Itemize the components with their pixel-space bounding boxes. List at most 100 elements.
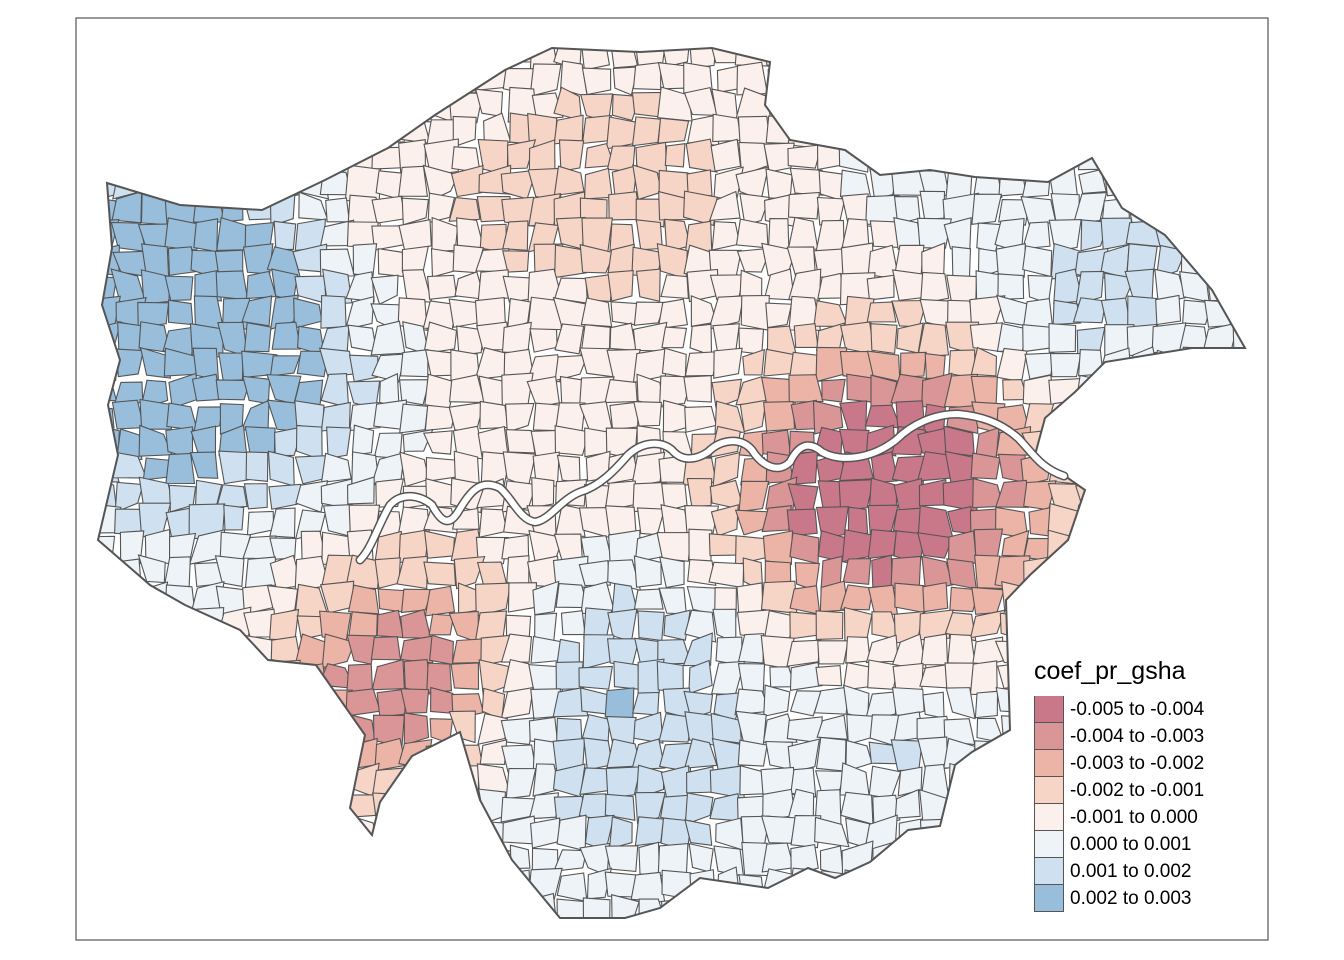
map-region (687, 559, 717, 587)
map-region (944, 611, 977, 642)
map-region (657, 62, 687, 90)
map-region (817, 640, 849, 665)
map-region (168, 532, 197, 560)
map-region (376, 688, 406, 718)
map-region (553, 114, 584, 145)
map-region (215, 484, 248, 510)
map-region (1049, 353, 1082, 378)
map-region (633, 711, 664, 744)
legend-label: 0.001 to 0.002 (1070, 860, 1192, 882)
map-region (947, 633, 977, 668)
legend-item: 0.000 to 0.001 (1034, 831, 1294, 858)
map-region (245, 451, 269, 482)
map-region (349, 402, 381, 432)
map-region (739, 192, 770, 226)
map-region (604, 378, 638, 404)
legend-swatch (1034, 831, 1064, 858)
map-region (684, 609, 717, 643)
map-region (137, 301, 170, 329)
map-region (866, 274, 895, 301)
map-region (1024, 352, 1055, 380)
map-region (505, 767, 537, 800)
map-region (793, 322, 819, 348)
map-region (661, 326, 688, 349)
map-region (763, 401, 796, 432)
map-region (712, 451, 741, 488)
map-region (611, 893, 640, 918)
map-region (891, 687, 925, 720)
map-region (787, 191, 820, 220)
map-region (274, 426, 304, 457)
map-region (243, 322, 272, 353)
map-region (555, 504, 586, 538)
map-region (870, 451, 899, 484)
map-region (631, 116, 662, 147)
map-region (352, 243, 378, 278)
map-region (558, 139, 585, 172)
map-region (761, 429, 792, 458)
map-region (786, 639, 822, 667)
map-region (635, 764, 665, 800)
map-region (920, 633, 949, 666)
map-region (399, 379, 431, 406)
map-region (605, 766, 642, 799)
map-region (1072, 297, 1107, 324)
map-region (738, 480, 770, 513)
map-region (917, 217, 952, 249)
map-region (684, 819, 713, 846)
map-region (922, 581, 949, 613)
map-region (970, 452, 1001, 480)
legend-swatch (1034, 696, 1064, 723)
map-region (423, 561, 457, 587)
map-region (922, 691, 945, 719)
map-region (426, 274, 458, 300)
map-region (164, 217, 198, 251)
map-region (294, 400, 325, 430)
map-region (900, 351, 927, 378)
map-region (683, 690, 714, 720)
map-region (400, 635, 434, 664)
map-region (556, 717, 583, 742)
map-region (765, 302, 793, 329)
map-region (788, 374, 824, 403)
map-region (894, 582, 926, 614)
map-region (710, 504, 739, 537)
map-region (788, 450, 819, 486)
map-region (580, 48, 611, 71)
map-region (949, 586, 980, 613)
map-region (736, 247, 772, 273)
map-region (501, 744, 537, 773)
map-region (682, 632, 713, 667)
map-region (659, 556, 685, 589)
map-region (320, 295, 347, 329)
map-region (660, 274, 689, 299)
map-region (969, 322, 1004, 353)
map-region (448, 710, 476, 744)
legend-item: 0.002 to 0.003 (1034, 885, 1294, 912)
map-region (604, 793, 636, 822)
map-region (656, 531, 692, 562)
map-region (630, 871, 666, 903)
map-region (684, 792, 714, 826)
map-region (839, 584, 874, 611)
map-region (477, 269, 510, 302)
map-region (815, 736, 847, 772)
map-region (427, 192, 456, 224)
map-region (428, 613, 455, 636)
legend-item: 0.001 to 0.002 (1034, 858, 1294, 885)
map-region (452, 115, 477, 148)
map-region (584, 273, 614, 302)
map-region (579, 243, 616, 274)
legend-swatch (1034, 723, 1064, 750)
map-region (969, 609, 1006, 639)
map-region (918, 609, 954, 641)
map-region (737, 633, 765, 664)
map-region (683, 375, 712, 403)
map-region (501, 196, 535, 227)
map-region (635, 268, 661, 303)
map-region (609, 401, 639, 431)
map-region (424, 349, 455, 377)
map-region (709, 765, 745, 800)
map-region (554, 425, 590, 456)
map-region (763, 684, 791, 718)
